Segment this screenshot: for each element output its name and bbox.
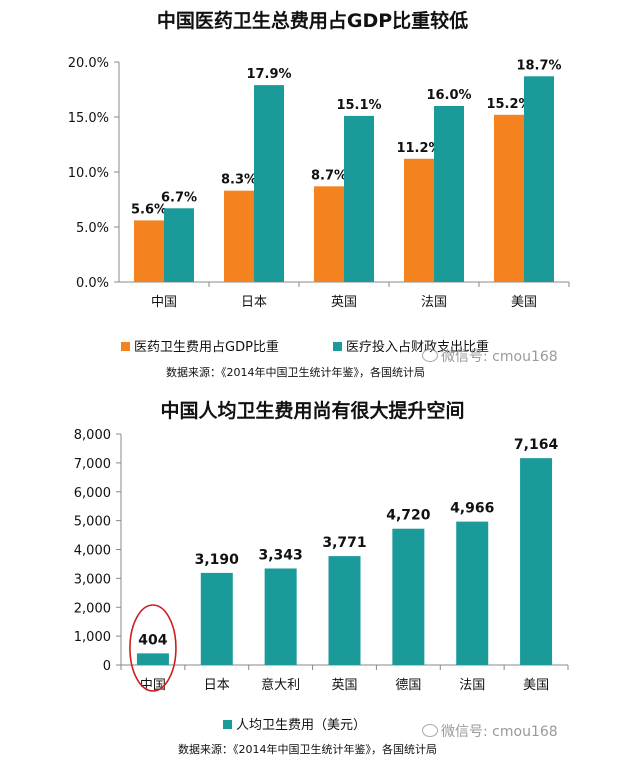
chart-2-legend-item-1: 人均卫生费用（美元）: [223, 714, 366, 733]
y-tick-label: 8,000: [74, 428, 111, 443]
legend-label: 医药卫生费用占GDP比重: [134, 340, 279, 355]
bar: [200, 572, 233, 665]
bar: [344, 115, 374, 283]
y-tick-label: 20.0%: [68, 56, 109, 71]
x-tick-label: 日本: [204, 678, 230, 693]
x-tick-label: 法国: [459, 678, 485, 693]
x-tick-label: 中国: [151, 295, 177, 310]
watermark: 微信号: cmou168: [422, 346, 558, 366]
data-label: 15.1%: [336, 98, 381, 113]
y-tick-label: 4,000: [74, 544, 111, 559]
x-tick-label: 英国: [331, 678, 357, 693]
data-label: 16.0%: [426, 88, 471, 103]
y-tick-label: 0.0%: [76, 276, 109, 291]
chart-1-legend-item-1: 医药卫生费用占GDP比重: [121, 336, 279, 355]
wechat-icon: [422, 724, 438, 737]
y-tick-label: 5.0%: [76, 221, 109, 236]
y-tick-label: 2,000: [74, 601, 111, 616]
wechat-icon: [422, 349, 438, 362]
bar: [136, 653, 169, 665]
bar: [392, 528, 425, 665]
chart-2-source: 数据来源：《2014年中国卫生统计年鉴》，各国统计局: [178, 743, 437, 756]
data-label: 4,720: [386, 508, 431, 524]
y-tick-label: 10.0%: [68, 166, 109, 181]
y-tick-label: 5,000: [74, 515, 111, 530]
chart-1-plot: 0.0% 5.0% 10.0% 15.0% 20.0% 中国 5.6%6.7% 日本 8.3% 1…: [68, 56, 570, 310]
watermark: 微信号: cmou168: [422, 721, 558, 741]
bar: [164, 208, 194, 282]
highlight-ellipse: [129, 604, 177, 692]
chart-1-title: 中国医药卫生总费用占GDP比重较低: [156, 10, 469, 32]
legend-label: 医疗投入占财政支出比重: [346, 340, 490, 355]
bar: [264, 568, 297, 665]
bar: [456, 521, 489, 665]
data-label: 8.3%: [221, 173, 257, 188]
legend-swatch-teal: [333, 342, 342, 351]
y-tick-label: 15.0%: [68, 111, 109, 126]
bar: [328, 556, 361, 665]
data-label: 3,771: [322, 535, 366, 551]
data-label: 404: [138, 632, 167, 648]
data-label: 17.9%: [246, 67, 291, 82]
data-label: 3,190: [195, 552, 240, 568]
y-tick-label: 0: [103, 659, 111, 674]
bar: [314, 186, 344, 282]
x-tick-label: 中国: [140, 678, 166, 693]
bar: [134, 220, 164, 282]
x-tick-label: 德国: [395, 678, 421, 693]
x-tick-label: 美国: [511, 295, 537, 310]
bar: [434, 106, 464, 282]
data-label: 4,966: [450, 501, 494, 517]
chart-1-legend-item-2: 医疗投入占财政支出比重: [333, 336, 489, 355]
data-label: 11.2%: [396, 141, 441, 156]
data-label: 5.6%: [131, 202, 167, 217]
x-tick-label: 法国: [421, 295, 447, 310]
chart-1-source: 数据来源：《2014年中国卫生统计年鉴》，各国统计局: [166, 366, 425, 379]
legend-label: 人均卫生费用（美元）: [236, 718, 367, 733]
bar: [224, 190, 254, 282]
data-label: 15.2%: [486, 97, 531, 112]
y-tick-label: 1,000: [74, 630, 111, 645]
data-label: 18.7%: [516, 58, 561, 73]
chart-2-title: 中国人均卫生费用尚有很大提升空间: [160, 400, 465, 422]
x-tick-label: 美国: [523, 678, 549, 693]
legend-swatch-teal: [223, 720, 232, 729]
x-tick-label: 日本: [241, 295, 267, 310]
y-tick-label: 7,000: [74, 457, 111, 472]
data-label: 8.7%: [311, 168, 347, 183]
bar: [254, 85, 284, 282]
data-label: 3,343: [258, 547, 302, 563]
y-tick-label: 6,000: [74, 486, 111, 501]
bar: [520, 458, 553, 665]
x-tick-label: 意大利: [261, 677, 300, 693]
legend-swatch-orange: [121, 342, 130, 351]
bar: [404, 158, 434, 282]
x-tick-label: 英国: [331, 295, 357, 310]
y-tick-label: 3,000: [74, 572, 111, 587]
data-label: 6.7%: [161, 190, 197, 205]
bar: [524, 76, 554, 282]
data-label: 7,164: [514, 437, 559, 453]
bar: [494, 114, 524, 282]
